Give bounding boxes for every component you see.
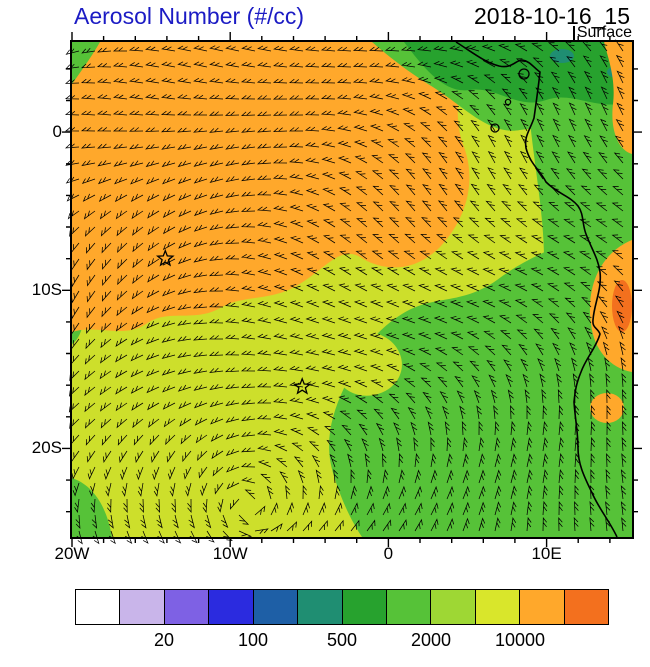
colorbar-box xyxy=(519,589,565,625)
plot-timestamp: 2018-10-16_15 xyxy=(473,3,630,29)
x-tick-label: 20W xyxy=(54,544,90,563)
colorbar xyxy=(75,589,610,625)
map-canvas xyxy=(62,32,642,547)
colorbar-box xyxy=(385,589,432,625)
colorbar-tick-label: 500 xyxy=(326,630,358,650)
region-orange-land-top xyxy=(604,42,632,154)
colorbar-box xyxy=(430,589,476,625)
colorbar-box xyxy=(163,589,210,625)
colorbar-box xyxy=(341,589,387,625)
y-tick-label: 0 xyxy=(52,122,62,142)
wind-barbs xyxy=(64,39,627,545)
island-outline xyxy=(504,98,512,106)
level-tick-mark xyxy=(572,26,575,40)
region-green-bottom-left-corner xyxy=(72,478,112,537)
colorbar-tick-label: 20 xyxy=(153,630,175,650)
axis-ticks xyxy=(62,32,642,547)
region-yellow-green-notch xyxy=(331,331,402,396)
plot-title: Aerosol Number (#/cc) xyxy=(74,3,305,29)
colorbar-box xyxy=(252,589,299,625)
x-tick-label: 10E xyxy=(531,544,562,563)
colorbar-box xyxy=(297,589,343,625)
y-tick-label: 20S xyxy=(31,438,62,458)
y-tick-label: 10S xyxy=(31,280,62,300)
colorbar-box xyxy=(119,589,165,625)
colorbar-box xyxy=(563,589,610,625)
colorbar-tick-label: 2000 xyxy=(410,630,452,650)
level-indicator: Surface xyxy=(572,24,632,42)
colorbar-box xyxy=(75,589,121,625)
island-outline xyxy=(490,123,500,133)
colorbar-tick-label: 100 xyxy=(237,630,269,650)
x-tick-label: 10W xyxy=(212,544,248,563)
level-label: Surface xyxy=(576,24,632,41)
x-tick-label: 0 xyxy=(383,544,394,563)
colorbar-box xyxy=(208,589,254,625)
star-marker xyxy=(292,376,312,395)
colorbar-tick-label: 10000 xyxy=(494,630,546,650)
region-teal-top-spots xyxy=(550,49,627,78)
colorbar-box xyxy=(474,589,521,625)
map-plot-area xyxy=(62,32,642,547)
star-marker xyxy=(155,248,175,267)
